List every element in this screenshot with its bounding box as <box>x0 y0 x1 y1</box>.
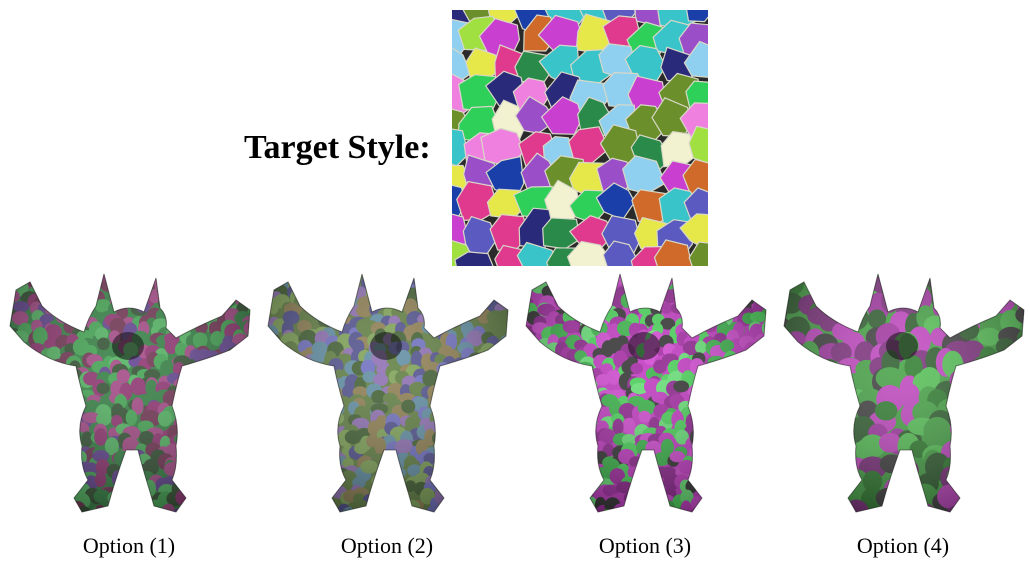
option-2-model-image <box>267 273 509 513</box>
mosaic-cell <box>682 158 708 197</box>
option-3-model-image <box>525 273 767 513</box>
mosaic-cell <box>602 240 640 266</box>
option-1-model-image <box>9 273 251 513</box>
option-2[interactable]: Option (2) <box>258 266 516 572</box>
mosaic-cell <box>683 40 708 78</box>
mosaic-cell <box>566 240 613 266</box>
target-style-label: Target Style: <box>244 129 431 166</box>
option-2-caption: Option (2) <box>340 533 434 558</box>
option-3[interactable]: Option (3) <box>516 266 774 572</box>
mosaic-cell <box>653 239 693 266</box>
option-4-model-image <box>783 273 1025 513</box>
option-1-caption: Option (1) <box>82 533 176 558</box>
option-4-caption: Option (4) <box>856 533 950 558</box>
option-4[interactable]: Option (4) <box>774 266 1030 572</box>
mosaic-cell <box>686 10 708 23</box>
mosaic-cell <box>516 241 559 266</box>
mosaic-cell <box>688 241 708 266</box>
option-3-caption: Option (3) <box>598 533 692 558</box>
mosaic-cell <box>454 251 494 266</box>
target-style-image <box>452 10 708 266</box>
mosaic-cell <box>679 213 708 252</box>
mosaic-cell <box>688 125 708 164</box>
option-1[interactable]: Option (1) <box>0 266 258 572</box>
